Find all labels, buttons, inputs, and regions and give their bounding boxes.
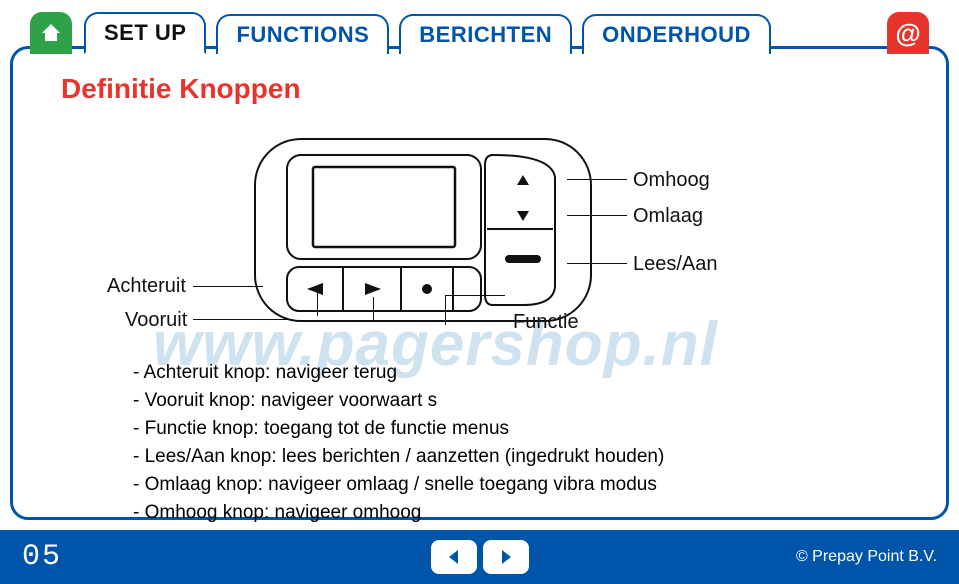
home-tab[interactable] — [30, 12, 72, 54]
home-icon — [39, 21, 63, 45]
description-list: - Achteruit knop: navigeer terug - Vooru… — [133, 359, 664, 527]
prev-button[interactable] — [431, 540, 477, 574]
list-item: - Achteruit knop: navigeer terug — [133, 359, 664, 387]
label-omlaag: Omlaag — [633, 205, 703, 228]
label-achteruit: Achteruit — [107, 275, 186, 298]
tab-setup[interactable]: SET UP — [84, 12, 206, 54]
label-leesaan: Lees/Aan — [633, 253, 718, 276]
tab-onderhoud[interactable]: ONDERHOUD — [582, 14, 771, 54]
footer-bar: 05 © Prepay Point B.V. — [0, 530, 959, 584]
label-vooruit: Vooruit — [125, 309, 187, 332]
tab-functions[interactable]: FUNCTIONS — [216, 14, 389, 54]
chevron-left-icon — [445, 548, 463, 566]
list-item: - Omlaag knop: navigeer omlaag / snelle … — [133, 471, 664, 499]
page-number: 05 — [22, 540, 62, 574]
contact-tab[interactable]: @ — [887, 12, 929, 54]
pager-svg — [253, 137, 593, 323]
footer-nav — [431, 540, 529, 574]
device-diagram — [253, 137, 593, 323]
chevron-right-icon — [497, 548, 515, 566]
list-item: - Vooruit knop: navigeer voorwaart s — [133, 387, 664, 415]
next-button[interactable] — [483, 540, 529, 574]
copyright: © Prepay Point B.V. — [796, 548, 937, 566]
tab-berichten[interactable]: BERICHTEN — [399, 14, 572, 54]
label-omhoog: Omhoog — [633, 169, 710, 192]
label-functie: Functie — [513, 311, 579, 334]
content-card: Definitie Knoppen www.pagershop.nl — [10, 46, 949, 520]
page-title: Definitie Knoppen — [61, 73, 301, 105]
list-item: - Omhoog knop: navigeer omhoog — [133, 499, 664, 527]
list-item: - Lees/Aan knop: lees berichten / aanzet… — [133, 443, 664, 471]
list-item: - Functie knop: toegang tot de functie m… — [133, 415, 664, 443]
tab-bar: SET UP FUNCTIONS BERICHTEN ONDERHOUD @ — [0, 6, 959, 54]
